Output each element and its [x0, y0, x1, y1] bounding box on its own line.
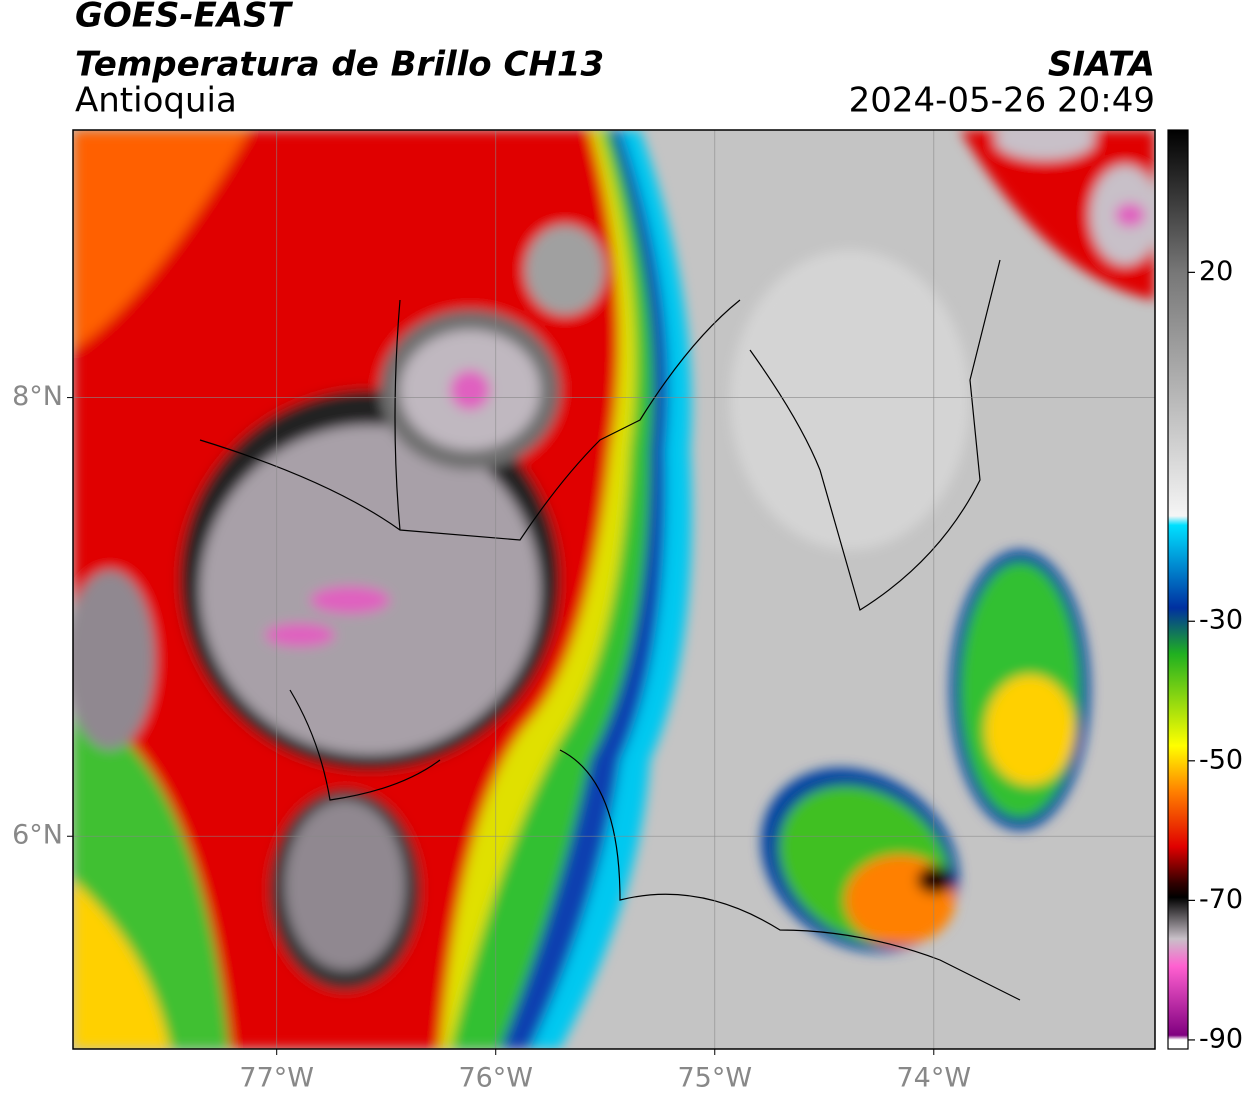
map-frame	[72, 129, 1156, 1050]
x-tick-label: 74°W	[897, 1063, 972, 1094]
colorbar-tick-label: -30	[1199, 605, 1243, 636]
source: SIATA	[1048, 45, 1155, 85]
region: Antioquia	[75, 81, 237, 121]
colorbar-tick-label: -50	[1199, 744, 1243, 775]
subtitle: Temperatura de Brillo CH13	[75, 45, 604, 85]
colorbar-tick-label: -70	[1199, 884, 1243, 915]
datetime: 2024-05-26 20:49	[849, 81, 1155, 121]
y-tick-label: 6°N	[12, 820, 63, 851]
colorbar-tick-label: -90	[1199, 1023, 1243, 1054]
title: GOES-EAST	[75, 0, 294, 36]
satellite-image	[73, 130, 1155, 1049]
colorbar	[1167, 129, 1189, 1050]
x-tick-label: 76°W	[458, 1063, 533, 1094]
y-tick-label: 8°N	[12, 381, 63, 412]
colorbar-tick-label: 20	[1199, 256, 1233, 287]
x-tick-label: 77°W	[239, 1063, 314, 1094]
x-tick-label: 75°W	[677, 1063, 752, 1094]
